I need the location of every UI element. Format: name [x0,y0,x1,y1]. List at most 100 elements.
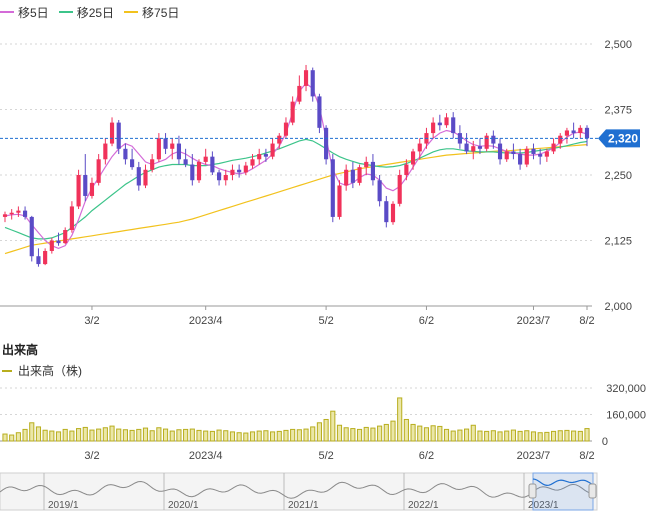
legend-ma25[interactable]: 移25日 [58,4,114,21]
volume-bar [557,430,563,442]
volume-bar [316,422,322,442]
volume-bar [122,429,128,442]
candle-body [431,122,436,134]
volume-bar [109,425,115,442]
x-axis-volume: 3/2 2023/4 5/2 6/2 2023/7 8/2 [84,450,594,462]
volume-bar [136,428,142,442]
candle-body [109,122,115,144]
volume-bar [477,430,483,442]
candle-body [156,138,161,160]
candle-body [96,159,101,183]
volume-bar [116,428,122,442]
volume-tick-label: 0 [602,436,608,448]
volume-bar [229,431,236,442]
navigator[interactable]: 2019/1 2020/1 2021/1 2022/1 2023/1 [0,472,598,511]
candle-body [444,117,449,126]
current-price-line: 2,320 [0,129,640,148]
candle-body [257,154,262,160]
volume-bar [96,428,102,442]
candle-body [538,154,543,157]
ma5-swatch [0,11,14,13]
volume-bar [377,425,383,442]
candle-body [518,154,523,165]
candle-body [471,146,476,152]
volume-bar [336,424,343,442]
volume-bar [464,428,470,442]
navigator-tick-label: 2019/1 [48,500,79,511]
volume-bar [236,432,242,442]
candle-body [310,70,315,97]
candle-body [250,159,255,166]
ma75-swatch [124,11,139,13]
candle-body [564,130,570,136]
candle-body [390,203,396,223]
candle-body [49,240,54,251]
volume-bar [423,427,430,442]
candle-body [357,167,362,183]
candle-body [370,161,376,181]
candle-body [364,161,369,168]
volume-legend[interactable]: 出来高（株) [2,362,82,379]
x-tick-label: 3/2 [84,315,99,327]
x-tick-label: 2023/7 [517,315,551,327]
candle-body [451,117,456,134]
volume-x-tick-label: 8/2 [579,450,594,462]
volume-tick-label: 320,000 [606,383,646,395]
navigator-tick-label: 2020/1 [168,500,199,511]
candle-body [397,175,402,204]
volume-bar [524,430,530,442]
candle-body [136,167,141,186]
candle-body [243,165,248,173]
volume-bar [470,424,476,442]
candle-body [76,175,81,207]
candle-body [230,169,235,175]
candle-body [190,164,195,181]
x-tick-label: 6/2 [419,315,434,327]
candle-body [123,148,128,160]
volume-bar [450,430,456,442]
candle-body [270,143,275,157]
volume-bar [303,428,309,442]
volume-bar [49,430,55,442]
legend-ma5-label: 移5日 [18,5,49,20]
candle-body [317,96,322,128]
candle-body [163,138,168,149]
volume-grid [0,387,592,442]
volume-bar [102,427,108,442]
volume-bar [290,428,296,442]
volume-bar [517,430,523,442]
legend-ma5[interactable]: 移5日 [0,4,49,21]
price-tick-label: 2,000 [604,301,632,313]
volume-bar [283,429,289,442]
candle-body [210,156,215,173]
candle-body [216,172,222,181]
x-axis-price: 3/2 2023/4 5/2 6/2 2023/7 8/2 [84,306,595,327]
volume-x-tick-label: 6/2 [419,450,434,462]
volume-axis: 320,000 160,000 0 [602,383,646,448]
volume-bar [497,431,503,442]
price-tick-label: 2,125 [604,236,632,248]
volume-bar [437,425,443,442]
navigator-tick-label: 2022/1 [408,500,439,511]
volume-section-title: 出来高 [2,343,39,357]
candle-body [143,169,148,186]
candle-body [464,143,469,152]
candle-body [578,127,583,134]
candle-body [22,210,28,217]
candle-body [384,201,389,223]
volume-bar [203,430,209,442]
candle-body [103,143,108,160]
candle-body [170,143,175,149]
volume-bar [270,431,276,442]
legend-ma75[interactable]: 移75日 [124,4,179,21]
volume-bar [89,429,95,442]
volume-bar [564,429,570,442]
candle-body [477,146,483,149]
volume-bar [276,430,282,442]
ma5-line [4,82,588,250]
navigator-tick-label: 2021/1 [288,500,319,511]
ma25-swatch [58,11,73,13]
volume-bar [243,432,249,442]
volume-bar [504,430,510,442]
navigator-left-handle [528,483,537,499]
